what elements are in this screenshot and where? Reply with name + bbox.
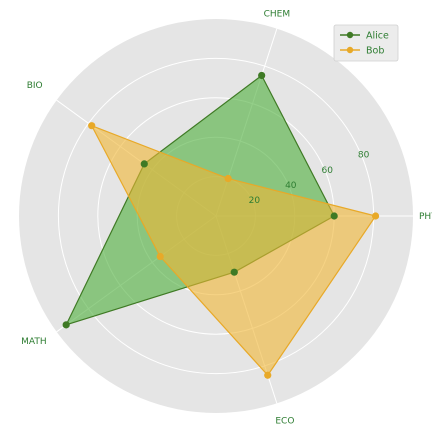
legend-marker-alice: [346, 31, 354, 39]
legend-label-bob: Bob: [366, 46, 384, 57]
point-alice-bio: [140, 160, 148, 168]
point-alice-eco: [230, 268, 238, 276]
series-layer: [62, 71, 380, 379]
tick-label-40: 40: [285, 181, 297, 191]
axis-labels: PHY CHEM BIO MATH ECO: [21, 10, 432, 427]
tick-label-80: 80: [358, 151, 370, 161]
axis-label-chem: CHEM: [264, 10, 291, 20]
axis-label-bio: BIO: [27, 81, 43, 91]
axis-label-phy: PHY: [419, 212, 432, 222]
point-bob-eco: [264, 371, 272, 379]
radial-tick-labels: 20 40 60 80: [249, 151, 370, 206]
legend-marker-bob: [346, 46, 354, 54]
point-bob-bio: [88, 122, 96, 130]
axis-label-math: MATH: [21, 337, 47, 347]
point-alice-math: [62, 321, 70, 329]
point-alice-chem: [258, 71, 266, 80]
point-bob-phy: [371, 212, 380, 220]
legend-label-alice: Alice: [366, 31, 389, 42]
tick-label-60: 60: [321, 166, 333, 176]
point-bob-chem: [224, 174, 232, 183]
series-bob-area: [91, 125, 377, 376]
tick-label-20: 20: [249, 196, 261, 206]
point-alice-phy: [330, 212, 338, 220]
axis-label-eco: ECO: [275, 416, 294, 426]
legend: Alice Bob: [333, 24, 399, 62]
point-bob-math: [156, 252, 164, 261]
